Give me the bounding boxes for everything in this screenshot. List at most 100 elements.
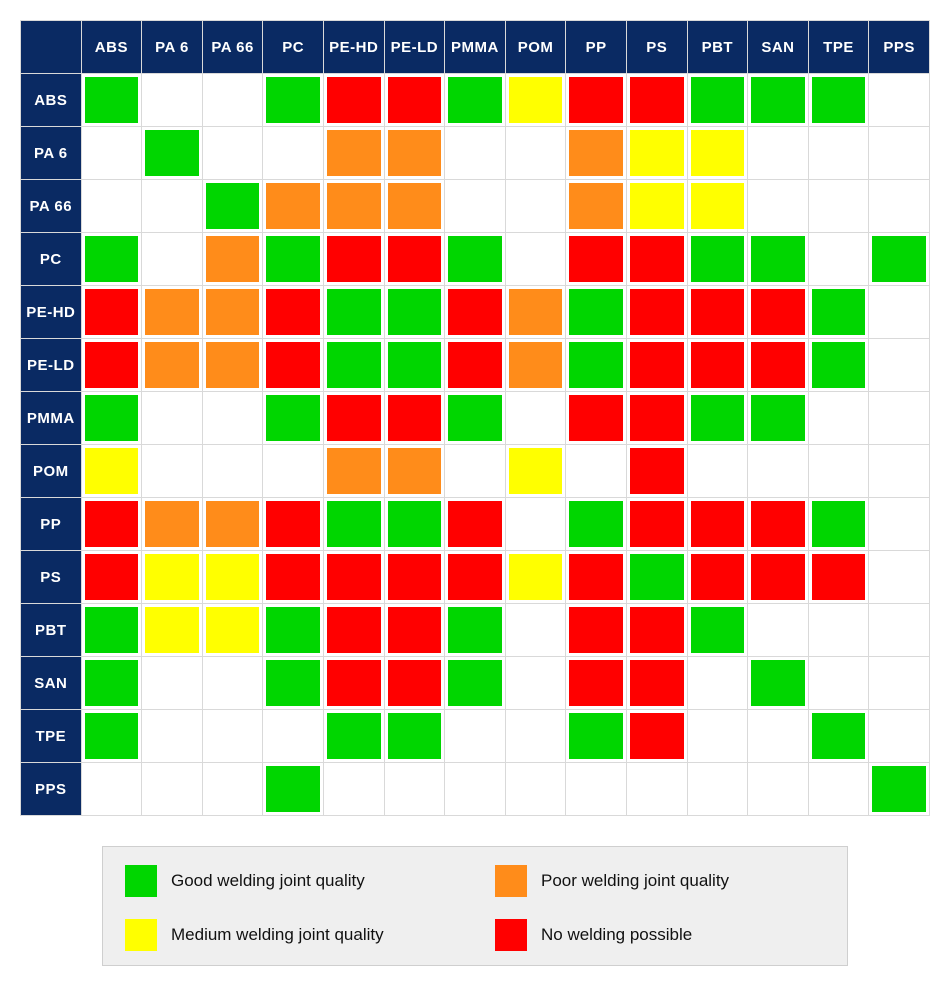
matrix-cell xyxy=(566,392,627,445)
matrix-cell xyxy=(202,392,263,445)
cell-swatch-good xyxy=(872,236,926,282)
cell-swatch-good xyxy=(448,660,502,706)
matrix-cell xyxy=(869,763,930,816)
cell-swatch-poor xyxy=(206,501,260,547)
matrix-cell xyxy=(263,763,324,816)
matrix-cell xyxy=(505,498,566,551)
matrix-cell xyxy=(748,710,809,763)
cell-swatch-nowelding xyxy=(266,501,320,547)
matrix-cell xyxy=(202,763,263,816)
cell-swatch-good xyxy=(266,77,320,123)
matrix-cell xyxy=(202,127,263,180)
cell-swatch-good xyxy=(691,607,745,653)
matrix-cell xyxy=(748,498,809,551)
col-header: PE-LD xyxy=(384,21,445,74)
matrix-cell xyxy=(81,498,142,551)
cell-swatch-good xyxy=(266,766,320,812)
cell-swatch-medium xyxy=(145,554,199,600)
matrix-cell xyxy=(384,657,445,710)
matrix-cell xyxy=(384,286,445,339)
cell-swatch-good xyxy=(812,77,866,123)
row-header: PE-LD xyxy=(21,339,82,392)
matrix-cell xyxy=(748,551,809,604)
matrix-cell xyxy=(263,233,324,286)
cell-swatch-medium xyxy=(630,183,684,229)
cell-swatch-good xyxy=(206,183,260,229)
cell-swatch-medium xyxy=(691,130,745,176)
cell-swatch-good xyxy=(388,501,442,547)
matrix-cell xyxy=(323,551,384,604)
matrix-cell xyxy=(748,286,809,339)
matrix-cell xyxy=(687,180,748,233)
matrix-cell xyxy=(808,498,869,551)
matrix-cell xyxy=(323,180,384,233)
matrix-cell xyxy=(263,286,324,339)
cell-swatch-poor xyxy=(327,448,381,494)
cell-swatch-poor xyxy=(145,342,199,388)
col-header: PS xyxy=(626,21,687,74)
matrix-cell xyxy=(142,763,203,816)
col-header: PC xyxy=(263,21,324,74)
cell-swatch-nowelding xyxy=(448,554,502,600)
matrix-cell xyxy=(505,710,566,763)
matrix-cell xyxy=(808,180,869,233)
cell-swatch-nowelding xyxy=(751,554,805,600)
matrix-cell xyxy=(384,392,445,445)
matrix-cell xyxy=(505,180,566,233)
matrix-cell xyxy=(566,710,627,763)
matrix-cell xyxy=(869,180,930,233)
cell-swatch-nowelding xyxy=(751,289,805,335)
matrix-cell xyxy=(748,392,809,445)
matrix-cell xyxy=(808,74,869,127)
cell-swatch-nowelding xyxy=(630,342,684,388)
matrix-cell xyxy=(202,710,263,763)
matrix-cell xyxy=(142,551,203,604)
cell-swatch-good xyxy=(266,236,320,282)
matrix-cell xyxy=(566,498,627,551)
cell-swatch-good xyxy=(751,236,805,282)
matrix-cell xyxy=(81,710,142,763)
matrix-cell xyxy=(808,286,869,339)
matrix-cell xyxy=(748,445,809,498)
matrix-cell xyxy=(869,657,930,710)
matrix-cell xyxy=(384,339,445,392)
matrix-cell xyxy=(748,233,809,286)
matrix-cell xyxy=(566,445,627,498)
cell-swatch-poor xyxy=(266,183,320,229)
matrix-cell xyxy=(142,286,203,339)
matrix-cell xyxy=(445,604,506,657)
matrix-cell xyxy=(687,657,748,710)
col-header: PA 66 xyxy=(202,21,263,74)
cell-swatch-poor xyxy=(509,289,563,335)
matrix-cell xyxy=(566,657,627,710)
matrix-cell xyxy=(323,339,384,392)
cell-swatch-nowelding xyxy=(630,713,684,759)
matrix-cell xyxy=(445,392,506,445)
cell-swatch-good xyxy=(751,395,805,441)
cell-swatch-nowelding xyxy=(448,342,502,388)
matrix-cell xyxy=(505,339,566,392)
cell-swatch-good xyxy=(388,289,442,335)
matrix-cell xyxy=(202,286,263,339)
cell-swatch-good xyxy=(569,289,623,335)
cell-swatch-nowelding xyxy=(327,607,381,653)
legend-item-good: Good welding joint quality xyxy=(125,865,455,897)
cell-swatch-good xyxy=(569,713,623,759)
cell-swatch-good xyxy=(448,236,502,282)
matrix-cell xyxy=(142,392,203,445)
matrix-cell xyxy=(81,763,142,816)
legend-item-poor: Poor welding joint quality xyxy=(495,865,825,897)
col-header: PBT xyxy=(687,21,748,74)
matrix-cell xyxy=(808,339,869,392)
cell-swatch-good xyxy=(569,342,623,388)
matrix-cell xyxy=(323,445,384,498)
matrix-cell xyxy=(869,127,930,180)
matrix-cell xyxy=(626,286,687,339)
matrix-cell xyxy=(626,498,687,551)
col-header: PA 6 xyxy=(142,21,203,74)
matrix-cell xyxy=(142,180,203,233)
row-header: PE-HD xyxy=(21,286,82,339)
matrix-table: ABSPA 6PA 66PCPE-HDPE-LDPMMAPOMPPPSPBTSA… xyxy=(20,20,930,816)
cell-swatch-nowelding xyxy=(751,501,805,547)
cell-swatch-good xyxy=(812,342,866,388)
